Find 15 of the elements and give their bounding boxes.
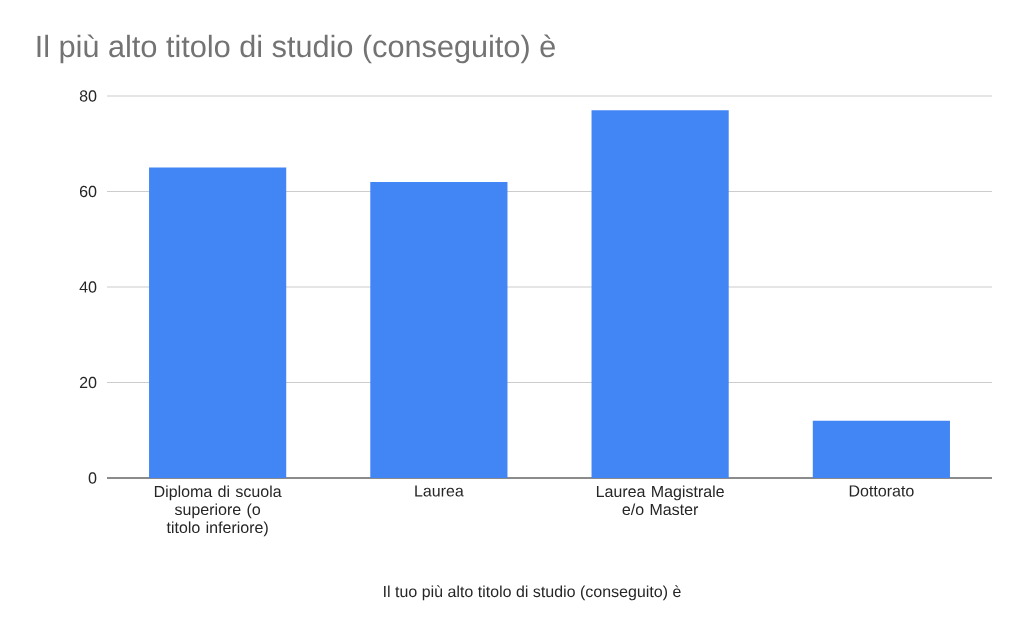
x-tick-label: Diploma di scuola superiore (o titolo inferiore) — [154, 485, 282, 537]
bar — [591, 110, 729, 478]
x-axis-title: Il tuo più alto titolo di studio (conseguito) è — [384, 585, 681, 601]
x-tick-label: Laurea Magistrale e/o Master — [596, 485, 724, 516]
y-tick-label: 60 — [79, 185, 97, 198]
chart-title: Il più alto titolo di studio (conseguito) è — [37, 34, 555, 64]
y-tick-label: 40 — [79, 281, 97, 293]
y-tick-label: 20 — [79, 376, 97, 389]
x-tick-label: Dottorato — [849, 485, 914, 497]
bar — [370, 181, 508, 478]
bar — [812, 420, 950, 478]
y-tick-label: 80 — [79, 90, 97, 102]
x-tick-label: Laurea — [415, 485, 464, 497]
y-tick-label: 0 — [88, 472, 97, 484]
bar — [149, 167, 287, 478]
